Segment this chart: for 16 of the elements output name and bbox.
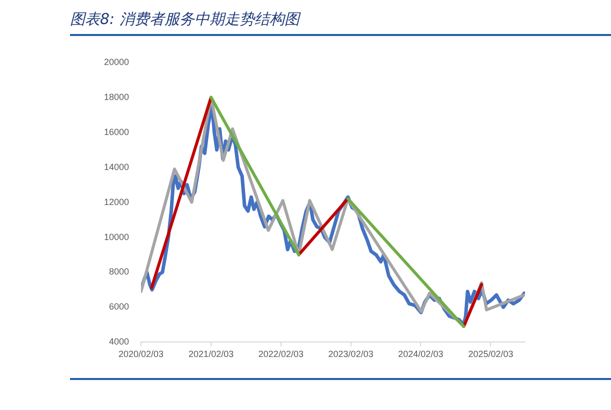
x-tick-label: 2021/02/03	[188, 349, 234, 360]
y-tick-label: 16000	[104, 126, 129, 137]
y-tick-label: 6000	[108, 302, 129, 312]
y-tick-label: 18000	[104, 92, 129, 102]
x-tick-label: 2022/02/03	[258, 349, 304, 360]
x-tick-label: 2025/02/03	[468, 349, 514, 360]
x-tick-label: 2020/02/03	[118, 349, 164, 360]
y-tick-label: 4000	[108, 336, 129, 347]
x-tick-label: 2023/02/03	[328, 349, 374, 360]
y-tick-label: 14000	[104, 162, 129, 172]
y-tick-label: 10000	[104, 232, 129, 242]
y-tick-label: 12000	[104, 196, 129, 207]
chart-title: 图表8: 消费者服务中期走势结构图	[70, 8, 611, 36]
y-tick-label: 20000	[104, 56, 129, 67]
x-tick-label: 2024/02/03	[398, 349, 444, 360]
y-tick-label: 8000	[108, 266, 129, 277]
